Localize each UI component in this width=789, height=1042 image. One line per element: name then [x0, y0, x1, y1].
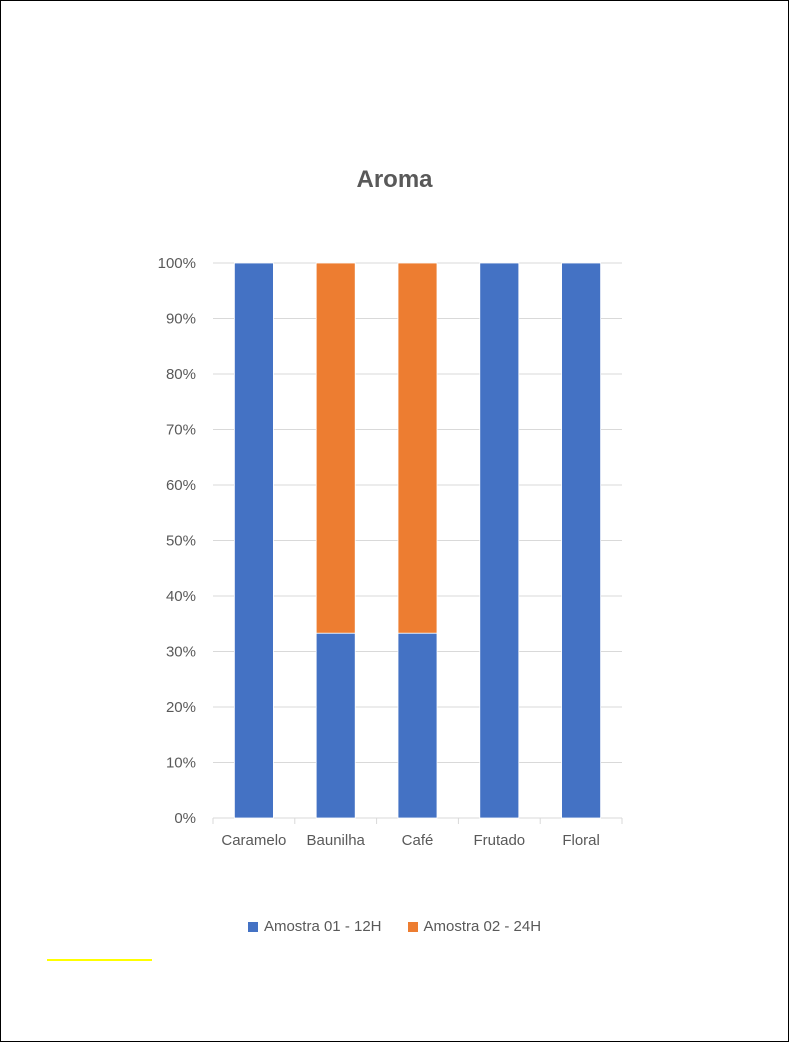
bar-frutado-series-1: [479, 262, 520, 819]
y-tick-label: 40%: [166, 588, 196, 605]
y-tick-label: 10%: [166, 755, 196, 772]
legend-item-series-1: Amostra 01 - 12H: [247, 918, 382, 935]
legend-swatch-series-2: [407, 921, 418, 932]
y-tick-label: 80%: [166, 366, 196, 383]
y-tick-labels: 0% 10% 20% 30% 40% 50% 60% 70% 80% 90% 100%: [158, 255, 196, 827]
bar-cafe-series-2: [397, 262, 438, 634]
x-tick-label: Floral: [562, 832, 600, 849]
x-tick-label: Frutado: [473, 832, 525, 849]
chart-title: Aroma: [356, 166, 433, 193]
bar-baunilha-series-1: [315, 632, 356, 819]
x-tick-label: Baunilha: [307, 832, 366, 849]
bar-caramelo-series-1: [233, 262, 274, 819]
x-tick-label: Caramelo: [221, 832, 286, 849]
y-tick-label: 20%: [166, 699, 196, 716]
y-tick-label: 70%: [166, 422, 196, 439]
y-tick-label: 0%: [174, 810, 196, 827]
y-tick-label: 50%: [166, 533, 196, 550]
legend-swatch-series-1: [247, 921, 258, 932]
y-tick-label: 60%: [166, 477, 196, 494]
y-tick-label: 90%: [166, 311, 196, 328]
legend-item-series-2: Amostra 02 - 24H: [407, 918, 542, 935]
bar-cafe-series-1: [397, 632, 438, 819]
x-tick-label: Café: [402, 832, 434, 849]
legend-label-series-2: Amostra 02 - 24H: [423, 918, 542, 935]
y-tick-label: 100%: [158, 255, 196, 272]
chart-legend: Amostra 01 - 12H Amostra 02 - 24H: [0, 918, 789, 935]
bar-floral-series-1: [561, 262, 601, 819]
legend-label-series-1: Amostra 01 - 12H: [263, 918, 382, 935]
y-tick-label: 30%: [166, 644, 196, 661]
bar-baunilha-series-2: [315, 262, 356, 634]
highlight-line: [47, 959, 152, 961]
x-tick-labels: Caramelo Baunilha Café Frutado Floral: [221, 832, 599, 849]
bars: [233, 262, 601, 819]
